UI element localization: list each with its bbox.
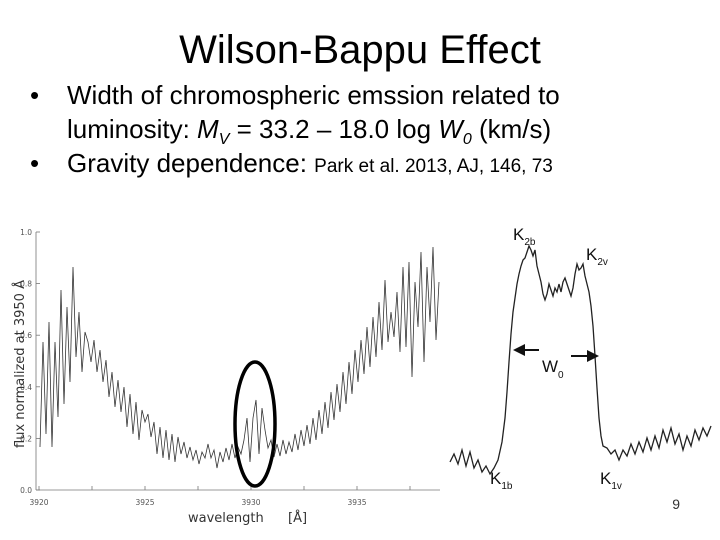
y-tick-label: 0.6 (20, 331, 32, 340)
spectrum-curve (39, 246, 440, 469)
equation-middle: = 33.2 – 18.0 log (229, 114, 439, 144)
page-number: 9 (672, 496, 680, 512)
y-tick-label: 0.8 (20, 280, 32, 289)
w0-symbol: W (438, 114, 463, 144)
bullet-text: Gravity dependence: (67, 148, 315, 178)
bullet-marker: • (30, 80, 40, 110)
mv-symbol: M (197, 114, 219, 144)
x-tick-label: 3920 (29, 498, 48, 507)
w0-label: W0 (542, 357, 564, 381)
bullet-gravity: • Gravity dependence: Park et al. 2013, … (30, 146, 710, 184)
x-tick-label: 3930 (241, 498, 260, 507)
bullet-wilson-bappu: • Width of chromospheric emssion related… (30, 78, 710, 149)
x-tick-label: 3925 (135, 498, 154, 507)
citation: Park et al. 2013, AJ, 146, 73 (314, 156, 553, 177)
profile-curve (449, 244, 712, 476)
y-tick-label: 0.0 (20, 486, 32, 495)
mv-subscript: V (218, 131, 230, 149)
w0-left-arrowhead (513, 344, 525, 356)
y-tick-label: 1.0 (20, 228, 32, 237)
equation-units: (km/s) (471, 114, 552, 144)
k2b-label: K2b (513, 225, 536, 248)
x-tick-label: 3935 (347, 498, 366, 507)
w0-subscript: 0 (462, 131, 472, 149)
y-axis-label: flux normalized at 3950 Å (12, 280, 28, 448)
bullet-marker: • (30, 148, 40, 178)
bullet-list: • Width of chromospheric emssion related… (30, 78, 710, 184)
y-tick-label: 0.2 (20, 434, 32, 443)
calcium-k-highlight (233, 360, 277, 488)
bullet-text: Width of chromospheric emssion related t… (67, 80, 560, 110)
line-profile-plot: K2b K2v W0 K1b K1v (449, 225, 712, 492)
x-axis-label: wavelength (188, 511, 264, 526)
k1v-label: K1v (600, 469, 622, 492)
slide-title: Wilson-Bappu Effect (179, 28, 541, 72)
spectrum-plot: 1.0 0.8 0.6 0.4 0.2 0.0 3920 3925 3930 3… (12, 228, 440, 526)
y-tick-label: 0.4 (20, 383, 32, 392)
x-axis-unit: [Å] (288, 510, 307, 526)
bullet-text: luminosity: (67, 114, 198, 144)
w0-right-arrowhead (587, 350, 599, 362)
k1b-label: K1b (490, 469, 513, 492)
k2v-label: K2v (586, 245, 608, 268)
